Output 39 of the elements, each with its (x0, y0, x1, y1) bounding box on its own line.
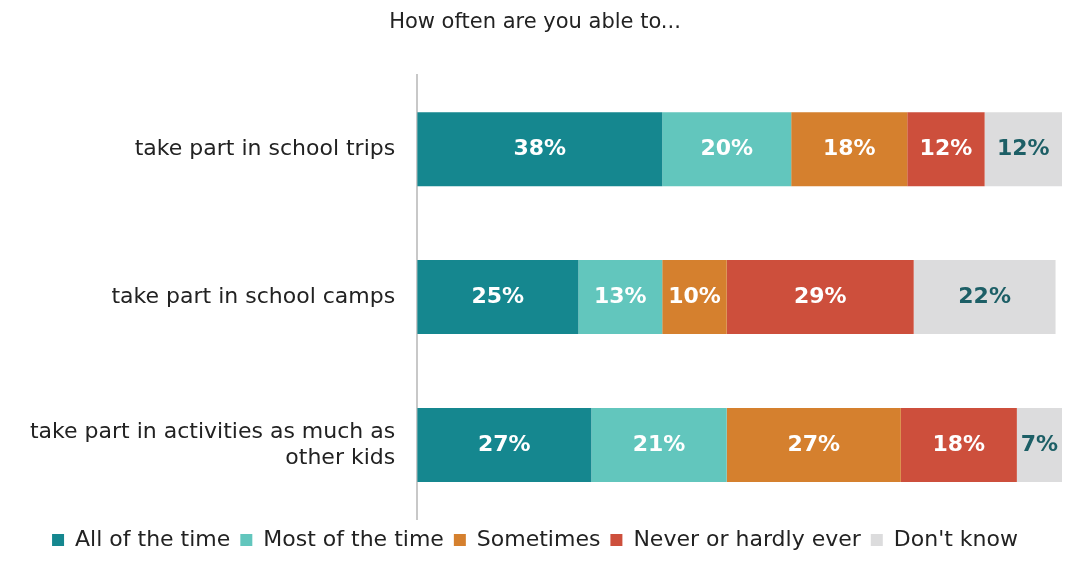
bar (984, 112, 1062, 187)
data-label: 12% (996, 134, 1050, 160)
y-tick-label: take part in school camps (111, 282, 396, 308)
legend-label: All of the time (75, 525, 231, 551)
y-tick-label: take part in activities as much as other kids (29, 417, 396, 469)
data-label: 21% (632, 430, 686, 456)
legend-label: Sometimes (476, 525, 601, 551)
chart-title: How often are you able to... (389, 9, 681, 34)
legend-label: Most of the time (263, 525, 444, 551)
data-label: 27% (787, 430, 841, 456)
bar (907, 112, 985, 187)
data-label: 18% (932, 430, 986, 456)
legend-label: Never or hardly ever (633, 525, 862, 551)
bar (726, 260, 914, 335)
bar (578, 260, 663, 335)
data-label: 10% (668, 282, 721, 308)
bar (913, 260, 1056, 335)
bar (1016, 408, 1062, 483)
data-label: 38% (513, 134, 567, 160)
data-label: 13% (593, 282, 647, 308)
data-label: 22% (958, 282, 1011, 308)
y-tick-label: take part in school trips (134, 134, 396, 160)
bar (726, 408, 901, 483)
bar (591, 408, 727, 483)
data-label: 25% (471, 282, 525, 308)
bar (791, 112, 908, 187)
legend-label: Don't know (893, 525, 1018, 551)
data-label: 27% (477, 430, 531, 456)
bar (417, 260, 579, 335)
bar (900, 408, 1017, 483)
bar (417, 408, 592, 483)
data-label: 7% (1020, 430, 1059, 456)
bar (662, 260, 727, 335)
data-label: 20% (700, 134, 754, 160)
data-label: 18% (822, 134, 876, 160)
data-label: 29% (793, 282, 847, 308)
data-label: 12% (919, 134, 973, 160)
bar (417, 112, 663, 187)
bar (662, 112, 792, 187)
